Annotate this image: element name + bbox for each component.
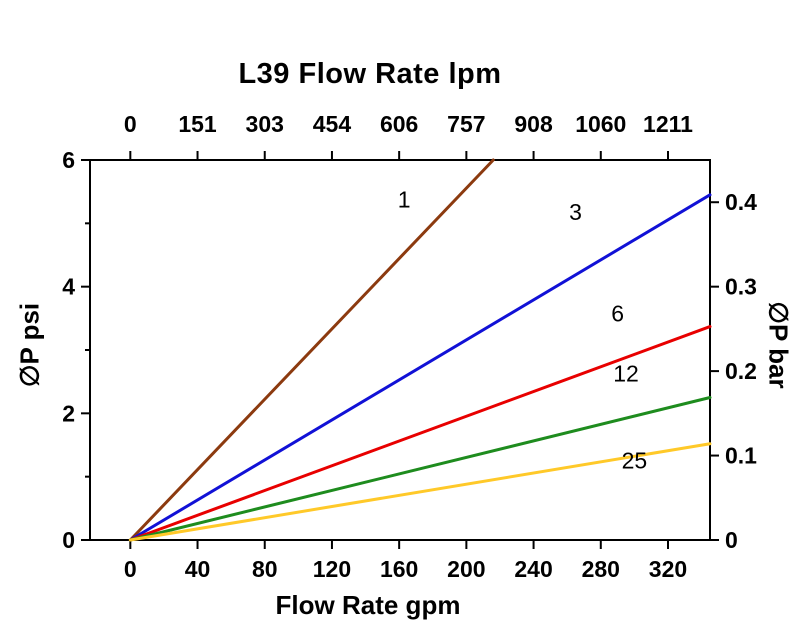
series-label-1: 1 [398, 187, 411, 213]
series-label-25: 25 [622, 447, 648, 473]
x-axis-title-gpm: Flow Rate gpm [275, 590, 461, 620]
x-tick-label-gpm: 320 [649, 556, 687, 582]
x-tick-label-lpm: 1060 [575, 111, 626, 137]
x-tick-label-lpm: 757 [447, 111, 485, 137]
x-tick-label-gpm: 200 [447, 556, 485, 582]
y-tick-label-bar: 0.4 [725, 189, 757, 215]
y-tick-label-psi: 6 [62, 147, 75, 173]
y-tick-label-bar: 0.1 [725, 443, 757, 469]
x-tick-label-gpm: 240 [514, 556, 552, 582]
x-tick-label-gpm: 40 [185, 556, 211, 582]
x-tick-label-lpm: 606 [380, 111, 418, 137]
series-line-1 [128, 158, 495, 542]
x-tick-label-gpm: 80 [252, 556, 278, 582]
series-label-12: 12 [613, 361, 639, 387]
series-label-6: 6 [611, 301, 624, 327]
x-tick-label-lpm: 151 [178, 111, 217, 137]
y-tick-label-bar: 0.2 [725, 358, 757, 384]
x-tick-label-gpm: 280 [582, 556, 620, 582]
y-tick-label-psi: 0 [62, 527, 75, 553]
series-line-12 [128, 396, 712, 542]
y-tick-label-bar: 0.3 [725, 274, 757, 300]
x-tick-label-gpm: 120 [313, 556, 351, 582]
x-tick-label-lpm: 0 [124, 111, 137, 137]
series-label-3: 3 [569, 199, 582, 225]
x-tick-label-lpm: 1211 [643, 111, 693, 137]
y-tick-label-psi: 4 [62, 274, 75, 300]
chart-title: L39 Flow Rate lpm [238, 58, 502, 90]
series-line-3 [128, 193, 712, 542]
y-tick-label-bar: 0 [725, 527, 738, 553]
y-tick-label-psi: 2 [62, 400, 75, 426]
x-tick-label-lpm: 303 [246, 111, 284, 137]
x-tick-label-gpm: 160 [380, 556, 418, 582]
x-tick-label-gpm: 0 [124, 556, 137, 582]
x-tick-label-lpm: 454 [313, 111, 352, 137]
series-line-25 [128, 442, 712, 542]
series-line-6 [128, 325, 712, 542]
x-tick-label-lpm: 908 [514, 111, 553, 137]
